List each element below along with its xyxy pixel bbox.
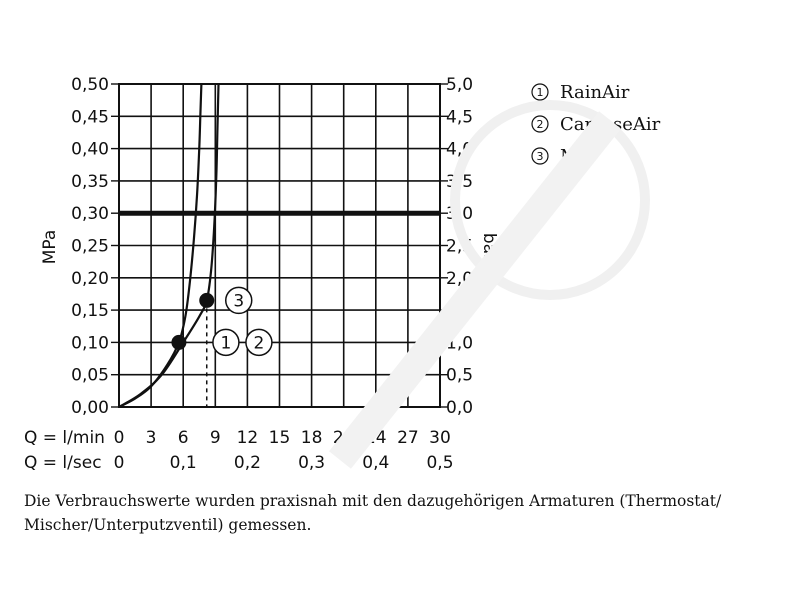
legend-num-2: 2: [537, 118, 544, 131]
y-axis-left-title: MPa: [40, 230, 60, 265]
marker-label-circle-2: [245, 328, 273, 357]
ytick-left-label-1: 0,05: [71, 366, 109, 386]
marker-label-circle-3: [224, 286, 253, 315]
y-axis-right-title: bar: [479, 233, 499, 261]
marker-label-1: 1: [221, 333, 232, 353]
xtick-lmin-label-3: 9: [210, 428, 221, 448]
xtick-lmin-label-0: 0: [114, 428, 125, 448]
legend-item-mix: Mix: [560, 146, 594, 167]
legend-num-1: 1: [537, 86, 544, 99]
ytick-right-label-1: 0,5: [446, 366, 473, 386]
ytick-right-label-9: 4,5: [446, 107, 473, 127]
ytick-right-label-2: 1,0: [446, 333, 473, 353]
xtick-lmin-label-7: 21: [333, 428, 355, 448]
x-axis-ticks: 0 3 6 9 12 15 18 21 24 27 30 0 0,1 0,2 0,3 0,4 0,5: [114, 428, 454, 473]
ytick-right-label-7: 3,5: [446, 172, 473, 192]
ytick-right-label-4: 2,0: [446, 269, 473, 289]
ytick-left-label-6: 0,30: [71, 204, 109, 224]
ytick-right-label-0: 0,0: [446, 398, 473, 418]
legend-item-rainair: RainAir: [560, 82, 630, 103]
grid: [111, 83, 448, 408]
measurement-note: Die Verbrauchswerte wurden praxisnah mit…: [24, 492, 722, 534]
marker-point-1: [199, 292, 215, 308]
ytick-right-label-6: 3,0: [446, 204, 473, 224]
ytick-left-label-5: 0,25: [71, 237, 109, 257]
legend-num-3: 3: [537, 150, 544, 163]
xtick-lmin-label-6: 18: [301, 428, 323, 448]
xtick-lsec-label-0: 0: [114, 453, 125, 473]
xtick-lmin-label-1: 3: [146, 428, 157, 448]
xtick-lmin-label-2: 6: [178, 428, 189, 448]
y-axis-left-ticks: 0,00 0,05 0,10 0,15 0,20 0,25 0,30 0,35 0,40 0,45…: [71, 75, 109, 418]
legend-item-caresseair: CaresseAir: [560, 114, 661, 135]
markers: 1 2 3: [171, 286, 273, 357]
ytick-left-label-2: 0,10: [71, 333, 109, 353]
xtick-lmin-label-10: 30: [429, 428, 451, 448]
x-axis-title-lmin: Q = l/min: [24, 428, 105, 448]
y-axis-right-ticks: 0,0 0,5 1,0 1,5 2,0 2,5 3,0 3,5 4,0 4,5 5,0: [446, 75, 473, 418]
ytick-right-label-8: 4,0: [446, 140, 473, 160]
ytick-left-label-4: 0,20: [71, 269, 109, 289]
marker-label-2: 2: [254, 333, 265, 353]
ytick-left-label-8: 0,40: [71, 140, 109, 160]
x-axis-title-lsec: Q = l/sec: [24, 453, 102, 473]
xtick-lsec-label-5: 0,5: [426, 453, 453, 473]
xtick-lsec-label-2: 0,2: [234, 453, 261, 473]
ytick-left-label-9: 0,45: [71, 107, 109, 127]
ytick-right-label-10: 5,0: [446, 75, 473, 95]
xtick-lmin-label-9: 27: [397, 428, 419, 448]
xtick-lsec-label-3: 0,3: [298, 453, 325, 473]
xtick-lsec-label-1: 0,1: [170, 453, 197, 473]
ytick-right-label-5: 2,5: [446, 237, 473, 257]
ytick-left-label-3: 0,15: [71, 301, 109, 321]
xtick-lmin-label-5: 15: [269, 428, 291, 448]
ytick-left-label-7: 0,35: [71, 172, 109, 192]
legend: 1 RainAir 2 CaresseAir 3 Mix: [531, 82, 661, 167]
xtick-lsec-label-4: 0,4: [362, 453, 389, 473]
marker-point-0: [171, 334, 187, 350]
ytick-right-label-3: 1,5: [446, 301, 473, 321]
ytick-left-label-0: 0,00: [71, 398, 109, 418]
xtick-lmin-label-4: 12: [237, 428, 259, 448]
marker-label-3: 3: [233, 291, 244, 311]
marker-label-circle-1: [212, 328, 240, 357]
ytick-left-label-10: 0,50: [71, 75, 109, 95]
xtick-lmin-label-8: 24: [365, 428, 387, 448]
